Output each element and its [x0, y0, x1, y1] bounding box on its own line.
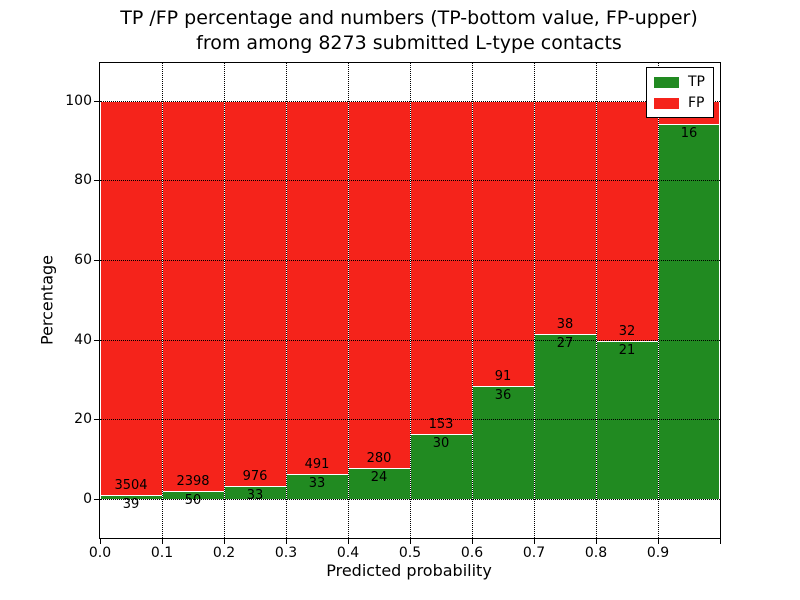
tp-count-label: 27 [556, 335, 574, 351]
x-tick-mark [162, 539, 163, 544]
legend-label-tp: TP [688, 74, 705, 90]
fp-count-label: 32 [618, 324, 636, 340]
x-tick-mark [224, 539, 225, 544]
tp-count-label: 33 [308, 475, 326, 491]
x-tick-label: 0.2 [212, 545, 236, 561]
gridline-v [348, 63, 349, 538]
legend-entry-fp: FP [654, 96, 707, 110]
y-tick-mark [94, 339, 99, 341]
x-tick-label: 0.7 [522, 545, 546, 561]
gridline-v [658, 63, 659, 538]
gridline-v [534, 63, 535, 538]
y-tick-label: 100 [65, 92, 92, 109]
bar-segment-tp [472, 386, 534, 499]
x-tick-mark [100, 539, 101, 544]
bar-segment-tp [410, 433, 472, 499]
chart-title-line1: TP /FP percentage and numbers (TP-bottom… [120, 7, 698, 29]
y-tick-mark [94, 260, 99, 262]
y-tick-mark [94, 419, 99, 421]
x-tick-label: 0.4 [336, 545, 360, 561]
bar-segment-fp [348, 100, 410, 468]
gridline-v [162, 63, 163, 538]
bar-segment-tp [658, 124, 720, 499]
bar-segment-fp [410, 100, 472, 434]
bar-segment-fp [472, 100, 534, 387]
tp-count-label: 36 [494, 388, 512, 404]
x-tick-mark [410, 539, 411, 544]
legend-entry-tp: TP [654, 75, 707, 89]
y-tick-mark [94, 180, 99, 182]
fp-count-label: 2398 [176, 473, 210, 489]
gridline-v [596, 63, 597, 538]
x-tick-label: 0.5 [398, 545, 422, 561]
x-tick-mark [472, 539, 473, 544]
plot-area: 3504 39 2398 50 976 33 491 33 280 24 153 30 91 36 38 27… [65, 62, 721, 561]
bar-segment-fp [224, 100, 286, 486]
tp-count-label: 24 [370, 469, 388, 485]
bar-segment-fp [286, 100, 348, 474]
x-axis-label: Predicted probability [326, 561, 492, 580]
x-tick-label: 0.1 [150, 545, 174, 561]
tp-count-label: 39 [122, 496, 140, 512]
y-tick-mark [94, 100, 99, 102]
fp-count-label: 976 [242, 468, 268, 484]
y-tick-mark [94, 498, 99, 500]
tp-count-label: 30 [432, 435, 450, 451]
y-tick-label: 80 [74, 172, 92, 189]
x-tick-label: 0.3 [274, 545, 298, 561]
legend: TP FP [646, 67, 714, 118]
x-tick-mark [720, 539, 721, 544]
gridline-v [472, 63, 473, 538]
x-tick-mark [658, 539, 659, 544]
tp-count-label: 16 [680, 126, 698, 142]
bar-segment-tp [348, 467, 410, 499]
bar-segment-tp [100, 494, 162, 499]
fp-count-label: 38 [556, 316, 574, 332]
y-tick-label: 40 [74, 331, 92, 348]
fp-count-label: 3504 [114, 477, 148, 493]
x-tick-mark [348, 539, 349, 544]
fp-count-label: 280 [366, 450, 392, 466]
chart-title: TP /FP percentage and numbers (TP-bottom… [99, 6, 719, 56]
gridline-v [410, 63, 411, 538]
y-tick-label: 0 [83, 490, 92, 507]
x-tick-label: 0.0 [88, 545, 112, 561]
gridline-v [224, 63, 225, 538]
x-tick-mark [286, 539, 287, 544]
gridline-v [286, 63, 287, 538]
x-tick-label: 0.6 [460, 545, 484, 561]
y-tick-label: 20 [74, 411, 92, 428]
x-tick-label: 0.8 [584, 545, 608, 561]
x-tick-mark [596, 539, 597, 544]
bar-segment-fp [100, 100, 162, 495]
legend-swatch-fp-icon [654, 97, 679, 109]
fp-count-label: 91 [494, 369, 512, 385]
bar-segment-fp [596, 100, 658, 342]
legend-swatch-tp-icon [654, 76, 679, 88]
tp-count-label: 21 [618, 343, 636, 359]
bar-segment-fp [534, 100, 596, 334]
bar-segment-tp [534, 333, 596, 499]
bar-segment-fp [162, 100, 224, 491]
y-tick-label: 60 [74, 252, 92, 269]
tp-count-label: 50 [184, 492, 202, 508]
fp-count-label: 153 [428, 416, 454, 432]
x-tick-mark [534, 539, 535, 544]
fp-count-label: 491 [304, 456, 330, 472]
tp-count-label: 33 [246, 487, 264, 503]
bar-segment-tp [286, 473, 348, 499]
x-tick-label: 0.9 [646, 545, 670, 561]
chart-title-line2: from among 8273 submitted L-type contact… [196, 32, 622, 54]
legend-label-fp: FP [688, 95, 705, 111]
